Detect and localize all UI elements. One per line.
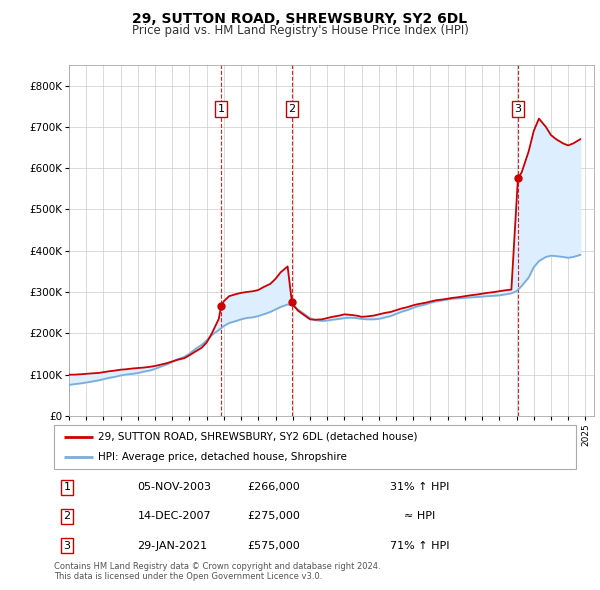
- Text: £275,000: £275,000: [247, 512, 299, 522]
- Text: Price paid vs. HM Land Registry's House Price Index (HPI): Price paid vs. HM Land Registry's House …: [131, 24, 469, 37]
- Text: HPI: Average price, detached house, Shropshire: HPI: Average price, detached house, Shro…: [98, 452, 347, 462]
- Text: This data is licensed under the Open Government Licence v3.0.: This data is licensed under the Open Gov…: [54, 572, 322, 581]
- Text: £266,000: £266,000: [247, 483, 299, 493]
- Text: 14-DEC-2007: 14-DEC-2007: [137, 512, 211, 522]
- Text: ≈ HPI: ≈ HPI: [404, 512, 435, 522]
- Text: 05-NOV-2003: 05-NOV-2003: [137, 483, 212, 493]
- Text: 2: 2: [64, 512, 71, 522]
- Text: 3: 3: [514, 104, 521, 114]
- Text: 71% ↑ HPI: 71% ↑ HPI: [389, 540, 449, 550]
- Text: 1: 1: [64, 483, 71, 493]
- Text: 29, SUTTON ROAD, SHREWSBURY, SY2 6DL (detached house): 29, SUTTON ROAD, SHREWSBURY, SY2 6DL (de…: [98, 432, 418, 442]
- Text: 3: 3: [64, 540, 71, 550]
- Text: 2: 2: [289, 104, 295, 114]
- Text: 29-JAN-2021: 29-JAN-2021: [137, 540, 208, 550]
- Text: Contains HM Land Registry data © Crown copyright and database right 2024.: Contains HM Land Registry data © Crown c…: [54, 562, 380, 571]
- Text: 31% ↑ HPI: 31% ↑ HPI: [390, 483, 449, 493]
- Text: 1: 1: [218, 104, 224, 114]
- Text: £575,000: £575,000: [247, 540, 299, 550]
- Text: 29, SUTTON ROAD, SHREWSBURY, SY2 6DL: 29, SUTTON ROAD, SHREWSBURY, SY2 6DL: [133, 12, 467, 26]
- FancyBboxPatch shape: [54, 425, 576, 469]
